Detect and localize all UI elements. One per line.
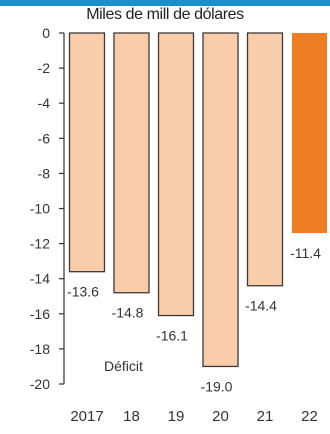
x-tick-label: 21	[257, 408, 274, 425]
bar-value-label: -14.8	[112, 305, 144, 321]
bar	[157, 32, 195, 317]
y-axis: 0 -2 -4 -6 -8 -10 -12 -14 -16 -18 -20	[30, 25, 65, 392]
bar-value-label: -19.0	[201, 378, 233, 394]
y-tick-label: -6	[38, 130, 51, 146]
y-tick-label: -12	[30, 236, 50, 252]
value-labels-group: -13.6 -14.8 -16.1 -19.0 -14.4 -11.4	[67, 245, 321, 394]
y-tick-label: -18	[30, 341, 50, 357]
x-axis: 2017 18 19 20 21 22	[70, 408, 318, 425]
bar	[68, 32, 106, 273]
y-tick-label: -14	[30, 271, 50, 287]
y-tick-label: -2	[38, 60, 51, 76]
bar	[202, 32, 239, 368]
bar-value-label: -16.1	[156, 328, 188, 344]
bars-group	[68, 32, 327, 368]
y-tick-label: 0	[42, 25, 50, 41]
bar	[246, 32, 284, 287]
bar-value-label: -11.4	[290, 245, 321, 261]
bar-value-label: -14.4	[245, 298, 277, 314]
bar	[113, 32, 150, 294]
y-tick-label: -8	[38, 165, 51, 181]
x-tick-label: 18	[123, 408, 140, 425]
bar-value-label: -13.6	[67, 284, 99, 300]
y-tick-label: -4	[38, 95, 51, 111]
header-band	[0, 0, 330, 6]
deficit-annotation: Déficit	[104, 358, 143, 374]
x-tick-label: 20	[212, 408, 229, 425]
y-tick-label: -20	[30, 376, 50, 392]
x-tick-label: 19	[168, 408, 185, 425]
y-tick-label: -16	[30, 306, 50, 322]
bar	[292, 33, 327, 234]
x-tick-label: 22	[301, 408, 318, 425]
x-tick-label: 2017	[70, 408, 103, 425]
y-tick-label: -10	[30, 201, 50, 217]
chart-title: Miles de mill de dólares	[86, 6, 244, 23]
